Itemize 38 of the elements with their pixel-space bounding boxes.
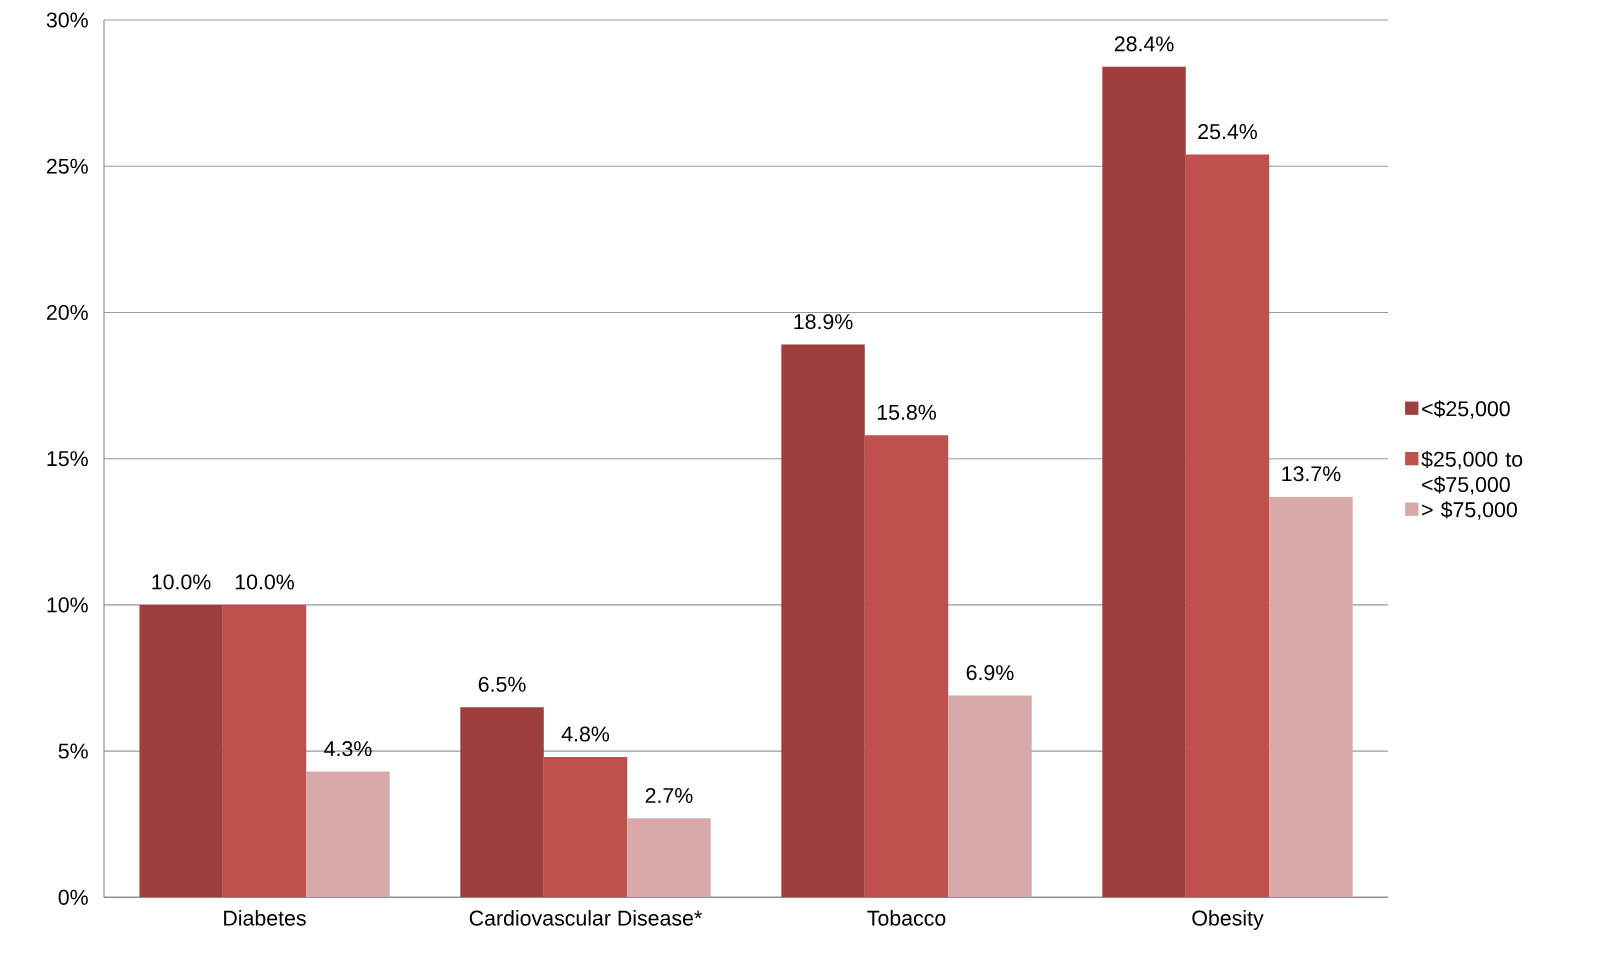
legend-label: > $75,000 [1422,501,1517,520]
bar [1102,66,1186,898]
text: 15.8% [877,404,936,420]
bar [139,604,223,898]
text: 10.0% [235,574,294,590]
text: 13.7% [1282,466,1341,482]
bar [864,435,949,898]
bar [543,756,628,898]
bar [627,818,711,898]
y-tick-label: 10% [47,597,88,613]
bar [306,771,390,898]
bar [222,604,307,898]
y-tick-label: 25% [46,158,88,174]
bar [948,695,1032,898]
y-tick-label: 20% [46,304,88,320]
x-tick-label: Tobacco [867,910,946,926]
text: 6.5% [478,676,526,692]
x-tick-label: Diabetes [224,910,306,926]
text: 4.8% [561,726,610,742]
text: 6.9% [966,665,1014,681]
y-tick-label: 30% [46,12,88,28]
text: 28.4% [1114,36,1174,52]
bar [1185,154,1270,898]
x-tick-label: Obesity [1192,910,1264,930]
bar [1269,496,1353,898]
text: 4.3% [324,741,372,757]
text: 18.9% [794,314,853,330]
text: 2.7% [645,787,693,803]
text: 10.0% [152,574,211,590]
bar [460,707,544,898]
y-tick-label: 15% [47,451,88,467]
y-tick-label: 5% [58,743,88,759]
legend-label: <$25,000 [1422,400,1510,419]
legend-label: $25,000 to <$75,000 [1421,450,1523,495]
text: 25.4% [1198,124,1257,140]
bar [781,344,865,898]
x-tick-label: Cardiovascular Disease* [469,910,702,926]
y-tick-label: 0% [58,889,88,905]
